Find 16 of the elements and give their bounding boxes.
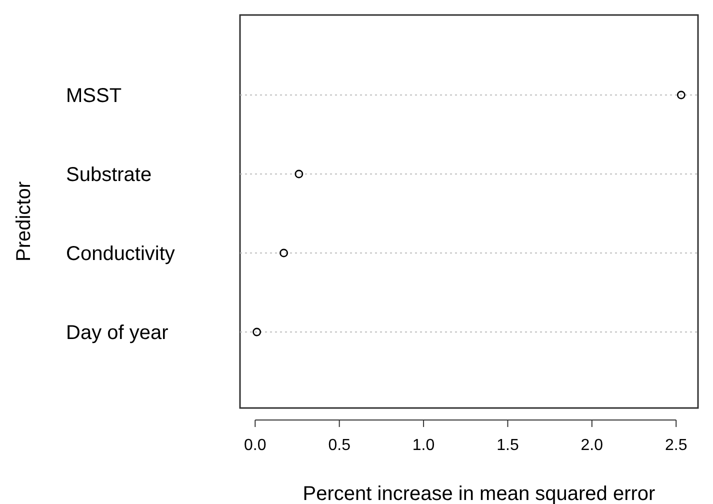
- point: [294, 170, 304, 178]
- y-tick-label: Day of year: [66, 322, 169, 344]
- point: [676, 90, 686, 100]
- x-tick-label: 1.5: [496, 437, 519, 454]
- y-tick-label: Conductivity: [66, 243, 175, 265]
- x-tick-label: 0.0: [244, 437, 266, 454]
- x-tick-label: 1.0: [412, 437, 435, 454]
- x-tick-label: 2.0: [580, 437, 604, 454]
- y-axis-title: Predictor: [13, 181, 35, 262]
- x-tick-label: 2.5: [664, 437, 688, 454]
- x-axis-title: Percent increase in mean squared error: [302, 483, 656, 504]
- y-tick-label: Substrate: [66, 164, 152, 186]
- y-tick-label: MSST: [66, 85, 122, 107]
- x-tick-label: 0.5: [328, 437, 351, 454]
- point: [252, 328, 262, 336]
- point: [280, 248, 288, 258]
